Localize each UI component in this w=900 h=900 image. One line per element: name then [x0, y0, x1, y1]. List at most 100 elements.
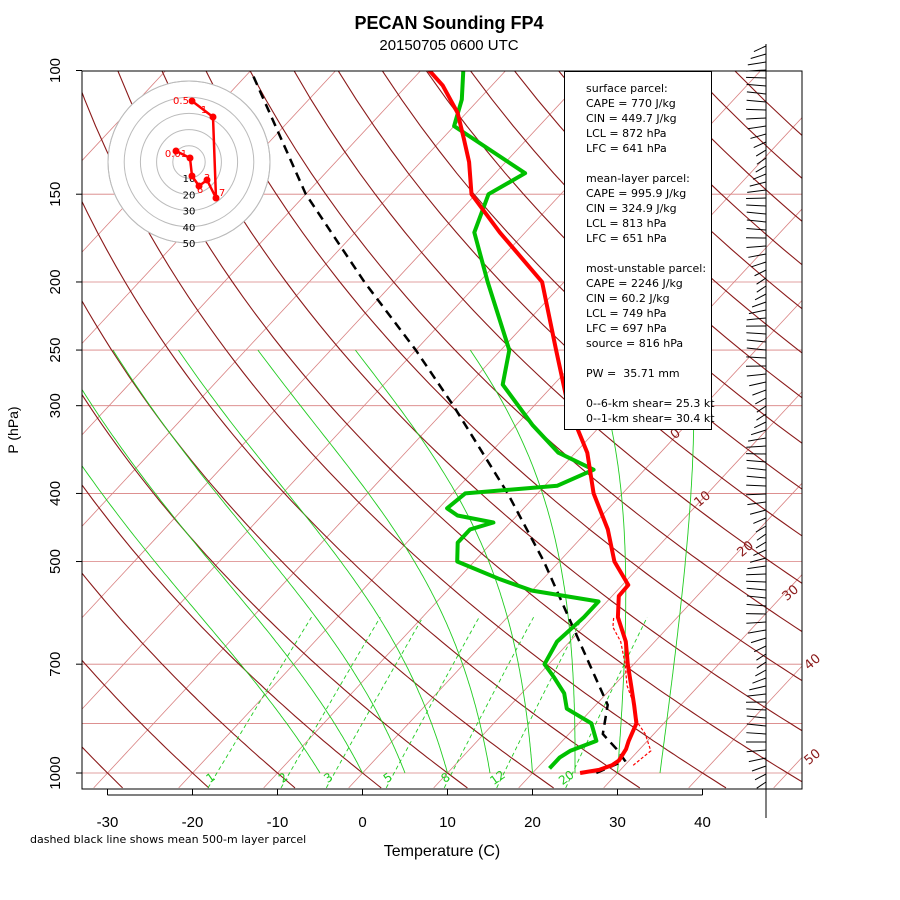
shear-0-1km: 0--1-km shear= 30.4 kt — [586, 412, 715, 425]
dry-adiabat-label: 40 — [802, 651, 824, 673]
wind-barb — [755, 541, 767, 549]
mixing-ratio-line — [207, 616, 312, 789]
wind-barb — [746, 219, 767, 223]
wind-barb — [747, 501, 767, 506]
wind-barb — [754, 773, 767, 781]
wind-barb — [749, 181, 767, 187]
wind-barb — [746, 475, 767, 479]
wind-barb — [752, 677, 767, 684]
x-tick-label: -10 — [267, 814, 289, 831]
wind-barb — [746, 228, 767, 231]
hodograph-ring-label: 30 — [183, 207, 196, 218]
surface-lcl: LCL = 872 hPa — [586, 127, 667, 140]
mean-layer-lcl: LCL = 813 hPa — [586, 217, 667, 230]
isotherm-line — [773, 756, 802, 789]
hodograph-point — [186, 154, 194, 162]
y-tick-label: 200 — [47, 269, 64, 294]
y-tick-label: 100 — [47, 58, 64, 83]
hodograph-point — [212, 194, 220, 202]
dry-adiabat-line — [117, 71, 802, 783]
isotherm-line — [178, 117, 802, 789]
most-unstable-cape: CAPE = 2246 J/kg — [586, 277, 683, 290]
hodograph-point — [203, 176, 211, 184]
wind-barb — [756, 157, 767, 165]
dry-adiabat-line — [161, 71, 802, 732]
wind-barb — [756, 661, 767, 669]
wind-barb — [751, 301, 767, 308]
dry-adiabat-line — [82, 484, 382, 789]
mixing-ratio-label: 8 — [438, 770, 452, 786]
wind-barb — [748, 309, 767, 315]
chart-subtitle: 20150705 0600 UTC — [379, 37, 518, 54]
y-tick-label: 400 — [47, 481, 64, 506]
dry-adiabat-label: 50 — [802, 746, 824, 768]
mixing-ratio-line — [443, 616, 534, 789]
hodograph-point — [188, 172, 196, 180]
isotherm-line — [82, 71, 591, 619]
wind-barb — [756, 533, 767, 541]
hodograph-ring — [107, 80, 271, 244]
hodograph-background — [107, 80, 271, 244]
wind-barb — [747, 61, 767, 66]
wind-barb — [746, 573, 767, 576]
dry-adiabat-label: 30 — [780, 582, 802, 604]
wind-barb — [755, 165, 767, 173]
wind-barb — [754, 293, 767, 301]
dry-adiabat-line — [293, 71, 802, 584]
dry-adiabat-line — [249, 71, 802, 633]
plot-frame — [81, 70, 803, 790]
dry-adiabat-line — [205, 71, 802, 682]
wind-barb — [746, 91, 767, 95]
wind-barb — [746, 245, 767, 248]
hodograph-point-label: 7 — [219, 188, 225, 199]
x-axis-label: Temperature (C) — [384, 843, 500, 860]
wind-barb — [747, 125, 767, 130]
wind-barb — [753, 45, 767, 53]
wind-barb — [746, 347, 767, 351]
moist-adiabat-line — [355, 349, 533, 774]
moist-adiabat-line — [588, 349, 627, 774]
most-unstable-cin: CIN = 60.2 J/kg — [586, 292, 670, 305]
mean-layer-cape: CAPE = 995.9 J/kg — [586, 187, 687, 200]
wind-barb — [746, 99, 767, 103]
x-tick-label: 40 — [694, 814, 711, 831]
wind-barb — [746, 83, 767, 87]
hodograph-ring — [172, 145, 206, 179]
hodograph-ring — [123, 96, 255, 228]
dewpoint-profile — [445, 71, 601, 770]
wind-barb — [746, 373, 767, 377]
wind-barb — [753, 141, 767, 148]
hodograph-ring — [156, 129, 222, 195]
wind-barb — [751, 261, 767, 268]
wind-barb — [756, 413, 767, 421]
most-unstable-source: source = 816 hPa — [586, 337, 684, 350]
wind-barb — [755, 669, 767, 677]
surface-cape: CAPE = 770 J/kg — [586, 97, 676, 110]
mixing-ratio-label: 3 — [321, 770, 335, 786]
hodograph-ring-label: 20 — [183, 190, 196, 201]
footnote: dashed black line shows mean 500-m layer… — [30, 833, 306, 846]
surface-cin: CIN = 449.7 J/kg — [586, 112, 677, 125]
wind-barb — [756, 277, 767, 285]
wind-barb — [756, 781, 767, 789]
mixing-ratio-label: 2 — [276, 770, 290, 786]
hodograph-ring-label: 40 — [183, 223, 196, 234]
moist-adiabat-line — [82, 464, 321, 774]
wind-barb — [746, 356, 767, 359]
wind-barb — [751, 765, 767, 772]
wind-barb — [746, 749, 767, 753]
wind-barb — [746, 204, 767, 207]
wind-barb — [746, 76, 767, 79]
isotherm-line — [82, 71, 421, 436]
mean-layer-lfc: LFC = 651 hPa — [586, 232, 667, 245]
hodograph-point — [195, 182, 203, 190]
wind-barb — [746, 317, 767, 321]
wind-barb — [754, 269, 767, 277]
x-tick-label: 20 — [524, 814, 541, 831]
wind-barb — [747, 189, 767, 193]
wind-barbs — [745, 44, 767, 818]
surface-lfc: LFC = 641 hPa — [586, 142, 667, 155]
mixing-ratio-label: 20 — [556, 768, 577, 788]
shear-0-6km: 0--6-km shear= 25.3 kt — [586, 397, 715, 410]
